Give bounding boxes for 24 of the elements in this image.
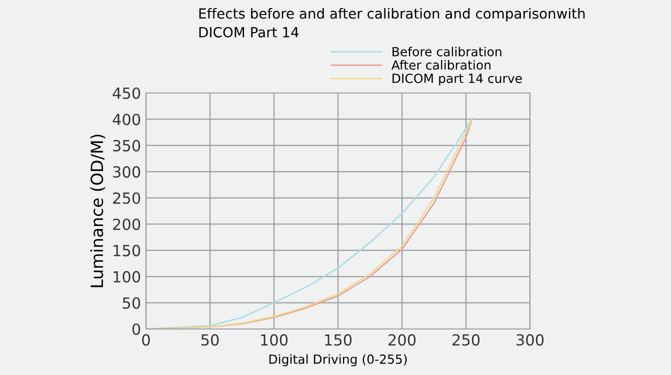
y-tick-label: 150 [114,244,140,256]
legend-label: Before calibration [392,46,502,56]
x-axis-title: Digital Driving (0-255) [269,354,407,366]
y-tick-label: 400 [112,114,140,126]
x-tick-label: 150 [325,334,352,346]
y-tick-label: 350 [113,140,140,152]
y-axis-title: Luminance (OD/M) [90,134,106,288]
y-tick-label: 450 [112,87,140,100]
y-tick-label: 50 [122,297,140,309]
x-tick-label: 300 [516,334,544,346]
y-tick-label: 250 [113,192,140,204]
x-tick-label: 0 [142,334,150,346]
x-tick-label: 250 [452,334,480,346]
x-tick-label: 200 [388,334,416,346]
y-tick-label: 100 [114,271,140,283]
y-tick-label: 0 [132,323,140,336]
x-tick-label: 100 [261,334,288,346]
y-tick-label: 200 [113,218,140,230]
chart-title: Effects before and after calibration and comparisonwith DICOM Part 14 [199,8,585,38]
x-tick-label: 50 [201,334,219,346]
y-tick-label: 300 [113,166,140,178]
legend-label: After calibration [391,60,490,70]
line-series [146,117,474,329]
legend-label: DICOM part 14 curve [392,74,522,86]
